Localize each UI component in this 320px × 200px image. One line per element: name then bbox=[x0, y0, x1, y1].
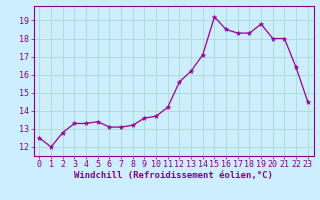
X-axis label: Windchill (Refroidissement éolien,°C): Windchill (Refroidissement éolien,°C) bbox=[74, 171, 273, 180]
